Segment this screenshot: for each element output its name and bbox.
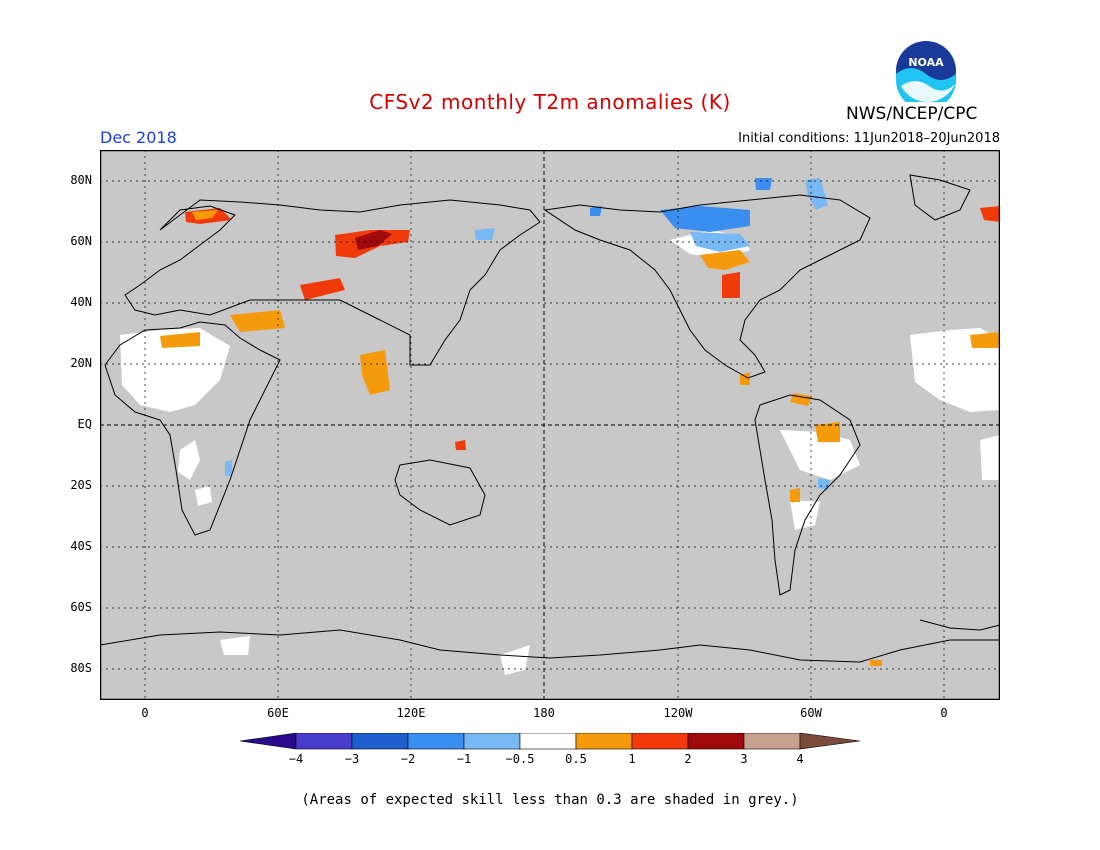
noaa-logo: NOAA xyxy=(895,40,957,110)
colorbar-tick: −4 xyxy=(288,752,304,766)
colorbar-tick: −1 xyxy=(456,752,472,766)
warm-anomaly-regions xyxy=(160,206,1000,666)
lat-label-80n: 80N xyxy=(70,173,92,187)
agency-label: NWS/NCEP/CPC xyxy=(846,104,978,124)
coastlines xyxy=(100,174,1000,663)
colorbar-swatch-9 xyxy=(743,733,801,750)
lat-label-80s: 80S xyxy=(70,661,92,675)
colorbar-swatch-1 xyxy=(295,733,353,750)
lat-label-40s: 40S xyxy=(70,539,92,553)
noaa-logo-text: NOAA xyxy=(908,56,944,69)
lat-label-60n: 60N xyxy=(70,234,92,248)
colorbar-tick: 0.5 xyxy=(565,752,587,766)
colorbar xyxy=(240,733,860,750)
colorbar-swatch-2 xyxy=(351,733,409,750)
anomaly-map xyxy=(100,150,1000,700)
colorbar-swatch-3 xyxy=(407,733,465,750)
colorbar-tick: 1 xyxy=(628,752,636,766)
graticule xyxy=(100,150,1000,700)
lon-label-60w: 60W xyxy=(800,706,822,720)
colorbar-tick: 4 xyxy=(796,752,804,766)
colorbar-swatch-6 xyxy=(575,733,633,750)
lat-label-20s: 20S xyxy=(70,478,92,492)
colorbar-swatch-10 xyxy=(799,733,860,750)
map-frame xyxy=(100,150,1000,700)
lat-label-40n: 40N xyxy=(70,295,92,309)
lon-label-120w: 120W xyxy=(663,706,693,720)
map-title: CFSv2 monthly T2m anomalies (K) xyxy=(369,90,731,114)
skill-footnote: (Areas of expected skill less than 0.3 a… xyxy=(301,792,799,808)
colorbar-tick: −0.5 xyxy=(505,752,535,766)
lat-label-20n: 20N xyxy=(70,356,92,370)
initial-conditions: Initial conditions: 11Jun2018–20Jun2018 xyxy=(738,131,1000,146)
colorbar-tick: −3 xyxy=(344,752,360,766)
lon-label-60e: 60E xyxy=(267,706,289,720)
colorbar-tick: −2 xyxy=(400,752,416,766)
lat-label-60s: 60S xyxy=(70,600,92,614)
lon-label-0: 0 xyxy=(141,706,149,720)
lat-label-eq: EQ xyxy=(77,417,92,431)
colorbar-tick: 2 xyxy=(684,752,692,766)
lon-label-120e: 120E xyxy=(396,706,426,720)
lon-label-0-east: 0 xyxy=(940,706,948,720)
colorbar-swatch-0 xyxy=(240,733,297,750)
lon-label-180: 180 xyxy=(533,706,555,720)
colorbar-swatch-7 xyxy=(631,733,689,750)
colorbar-swatch-8 xyxy=(687,733,745,750)
forecast-period: Dec 2018 xyxy=(100,128,177,147)
colorbar-swatch-5 xyxy=(519,733,577,750)
colorbar-tick: 3 xyxy=(740,752,748,766)
colorbar-swatch-4 xyxy=(463,733,521,750)
